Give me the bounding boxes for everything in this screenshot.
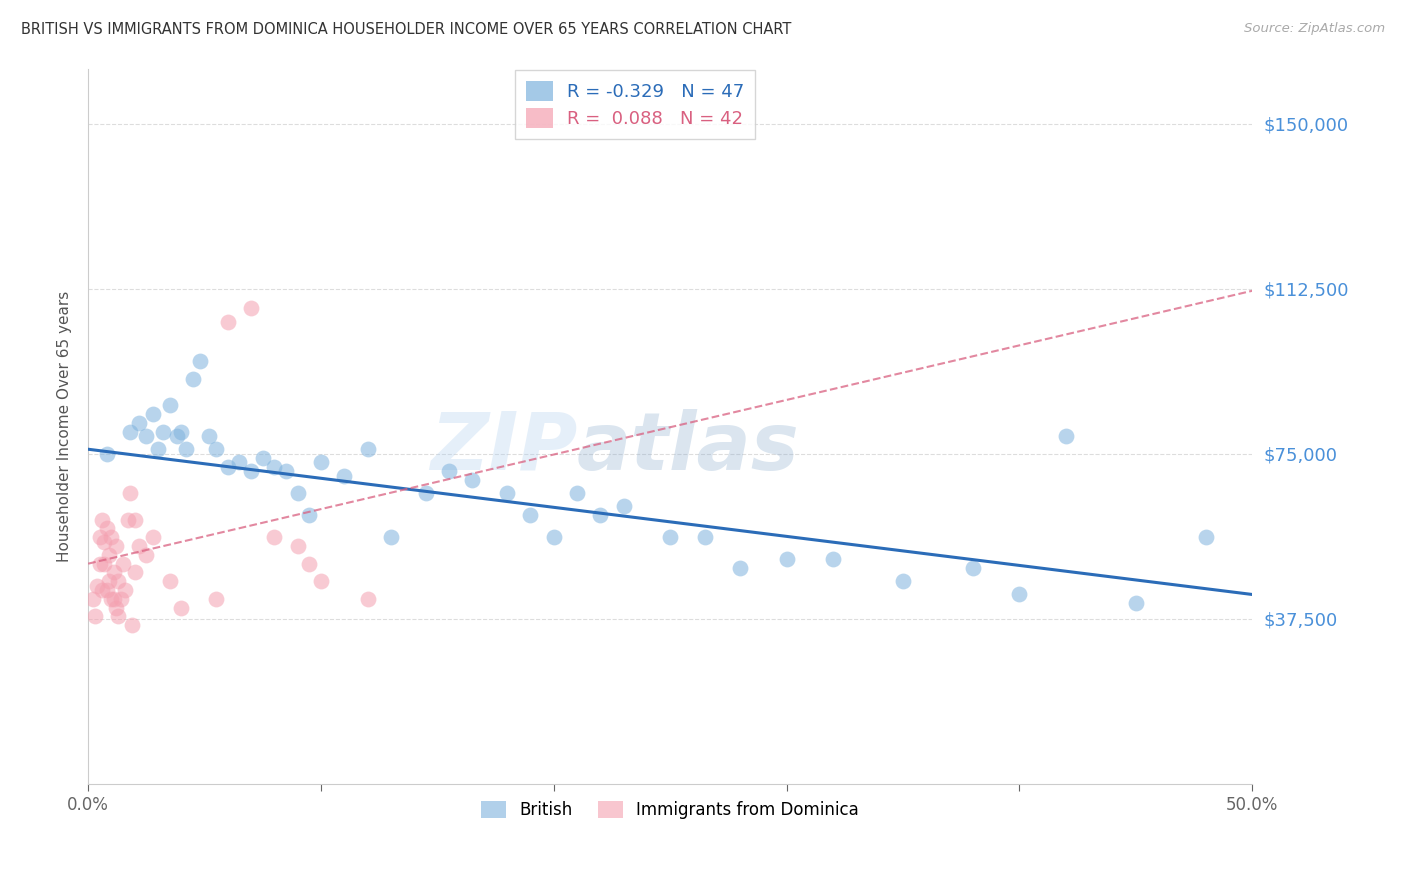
Point	[309, 455, 332, 469]
Text: BRITISH VS IMMIGRANTS FROM DOMINICA HOUSEHOLDER INCOME OVER 65 YEARS CORRELATION: BRITISH VS IMMIGRANTS FROM DOMINICA HOUS…	[21, 22, 792, 37]
Text: ZIP: ZIP	[430, 409, 576, 486]
Point	[240, 464, 263, 478]
Point	[962, 561, 984, 575]
Point	[775, 552, 797, 566]
Point	[105, 600, 128, 615]
Point	[287, 486, 309, 500]
Point	[519, 508, 541, 523]
Point	[152, 425, 174, 439]
Point	[110, 591, 132, 606]
Point	[380, 530, 402, 544]
Point	[205, 591, 228, 606]
Point	[100, 591, 122, 606]
Point	[333, 468, 356, 483]
Point	[217, 459, 239, 474]
Point	[124, 513, 146, 527]
Point	[437, 464, 460, 478]
Point	[1008, 587, 1031, 601]
Point	[107, 609, 129, 624]
Point	[120, 425, 142, 439]
Point	[135, 548, 157, 562]
Point	[188, 354, 211, 368]
Point	[263, 459, 285, 474]
Point	[142, 530, 165, 544]
Point	[543, 530, 565, 544]
Text: Source: ZipAtlas.com: Source: ZipAtlas.com	[1244, 22, 1385, 36]
Point	[728, 561, 751, 575]
Point	[205, 442, 228, 457]
Point	[1195, 530, 1218, 544]
Point	[228, 455, 250, 469]
Point	[114, 583, 136, 598]
Point	[121, 618, 143, 632]
Point	[159, 574, 181, 589]
Point	[181, 372, 204, 386]
Point	[174, 442, 197, 457]
Point	[112, 557, 135, 571]
Point	[96, 583, 118, 598]
Point	[693, 530, 716, 544]
Point	[96, 447, 118, 461]
Y-axis label: Householder Income Over 65 years: Householder Income Over 65 years	[58, 291, 72, 562]
Point	[461, 473, 484, 487]
Point	[170, 600, 193, 615]
Point	[198, 429, 221, 443]
Point	[240, 301, 263, 316]
Point	[309, 574, 332, 589]
Point	[589, 508, 612, 523]
Point	[98, 548, 121, 562]
Point	[565, 486, 588, 500]
Point	[96, 521, 118, 535]
Point	[1054, 429, 1077, 443]
Legend: British, Immigrants from Dominica: British, Immigrants from Dominica	[475, 794, 866, 825]
Point	[415, 486, 437, 500]
Point	[298, 557, 321, 571]
Text: atlas: atlas	[576, 409, 800, 486]
Point	[93, 557, 115, 571]
Point	[170, 425, 193, 439]
Point	[91, 513, 114, 527]
Point	[89, 557, 111, 571]
Point	[89, 530, 111, 544]
Point	[263, 530, 285, 544]
Point	[93, 534, 115, 549]
Point	[120, 486, 142, 500]
Point	[86, 579, 108, 593]
Point	[252, 450, 274, 465]
Point	[274, 464, 297, 478]
Point	[128, 539, 150, 553]
Point	[105, 539, 128, 553]
Point	[1125, 596, 1147, 610]
Point	[823, 552, 845, 566]
Point	[84, 609, 107, 624]
Point	[128, 416, 150, 430]
Point	[496, 486, 519, 500]
Point	[217, 315, 239, 329]
Point	[98, 574, 121, 589]
Point	[142, 407, 165, 421]
Point	[166, 429, 188, 443]
Point	[117, 513, 139, 527]
Point	[91, 583, 114, 598]
Point	[659, 530, 682, 544]
Point	[124, 566, 146, 580]
Point	[356, 591, 378, 606]
Point	[103, 566, 125, 580]
Point	[891, 574, 914, 589]
Point	[613, 500, 636, 514]
Point	[146, 442, 169, 457]
Point	[298, 508, 321, 523]
Point	[107, 574, 129, 589]
Point	[287, 539, 309, 553]
Point	[159, 398, 181, 412]
Point	[103, 591, 125, 606]
Point	[82, 591, 104, 606]
Point	[135, 429, 157, 443]
Point	[100, 530, 122, 544]
Point	[356, 442, 378, 457]
